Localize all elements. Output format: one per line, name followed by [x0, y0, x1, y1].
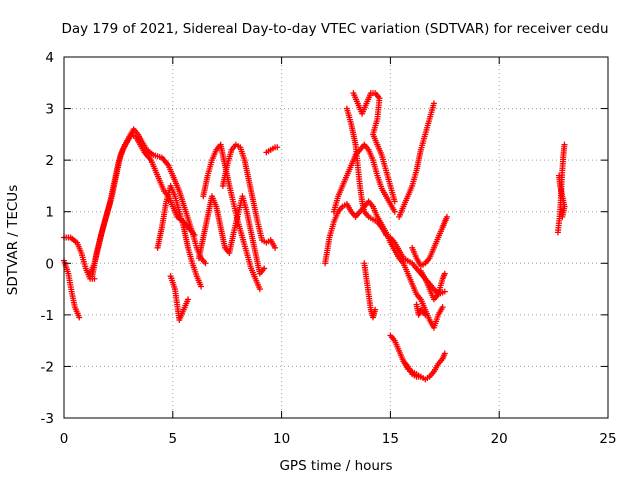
chart-title: Day 179 of 2021, Sidereal Day-to-day VTE… [61, 21, 608, 37]
data-point [274, 144, 281, 151]
data-point [443, 213, 450, 220]
y-tick-label: 1 [45, 205, 54, 221]
y-tick-label: 0 [45, 256, 54, 272]
data-point [441, 270, 448, 277]
data-point [441, 288, 448, 295]
y-tick-label: -3 [41, 411, 54, 427]
data-point [417, 373, 424, 380]
x-tick-label: 10 [273, 431, 290, 447]
data-point [391, 208, 398, 215]
data-point [185, 296, 192, 303]
data-point [198, 283, 205, 290]
x-tick-label: 5 [169, 431, 178, 447]
y-tick-label: -2 [41, 359, 54, 375]
x-axis-label: GPS time / hours [279, 458, 392, 474]
x-tick-label: 20 [491, 431, 508, 447]
y-tick-label: 3 [45, 102, 54, 118]
grid-lines [64, 57, 608, 418]
x-tick-label: 25 [599, 431, 616, 447]
x-tick-label: 15 [382, 431, 399, 447]
data-point [391, 198, 398, 205]
y-tick-label: -1 [41, 308, 54, 324]
y-tick-label: 2 [45, 153, 54, 169]
data-points [61, 90, 568, 383]
y-axis-label: SDTVAR / TECUs [5, 185, 21, 295]
data-point [441, 350, 448, 357]
data-point [561, 141, 568, 148]
data-point [261, 265, 268, 272]
data-point [439, 304, 446, 311]
axis-ticks: 0 5 10 15 20 25 -3 -2 -1 0 1 2 3 4 [41, 50, 617, 447]
data-point [202, 260, 209, 267]
data-point [422, 311, 429, 318]
data-point [559, 213, 566, 220]
y-tick-label: 4 [45, 50, 54, 66]
x-tick-label: 0 [60, 431, 69, 447]
data-point [76, 314, 83, 321]
data-point [191, 231, 198, 238]
plot-frame [63, 56, 609, 419]
data-point [256, 286, 263, 293]
data-point [372, 306, 379, 313]
data-point [430, 100, 437, 107]
data-point [272, 244, 279, 251]
